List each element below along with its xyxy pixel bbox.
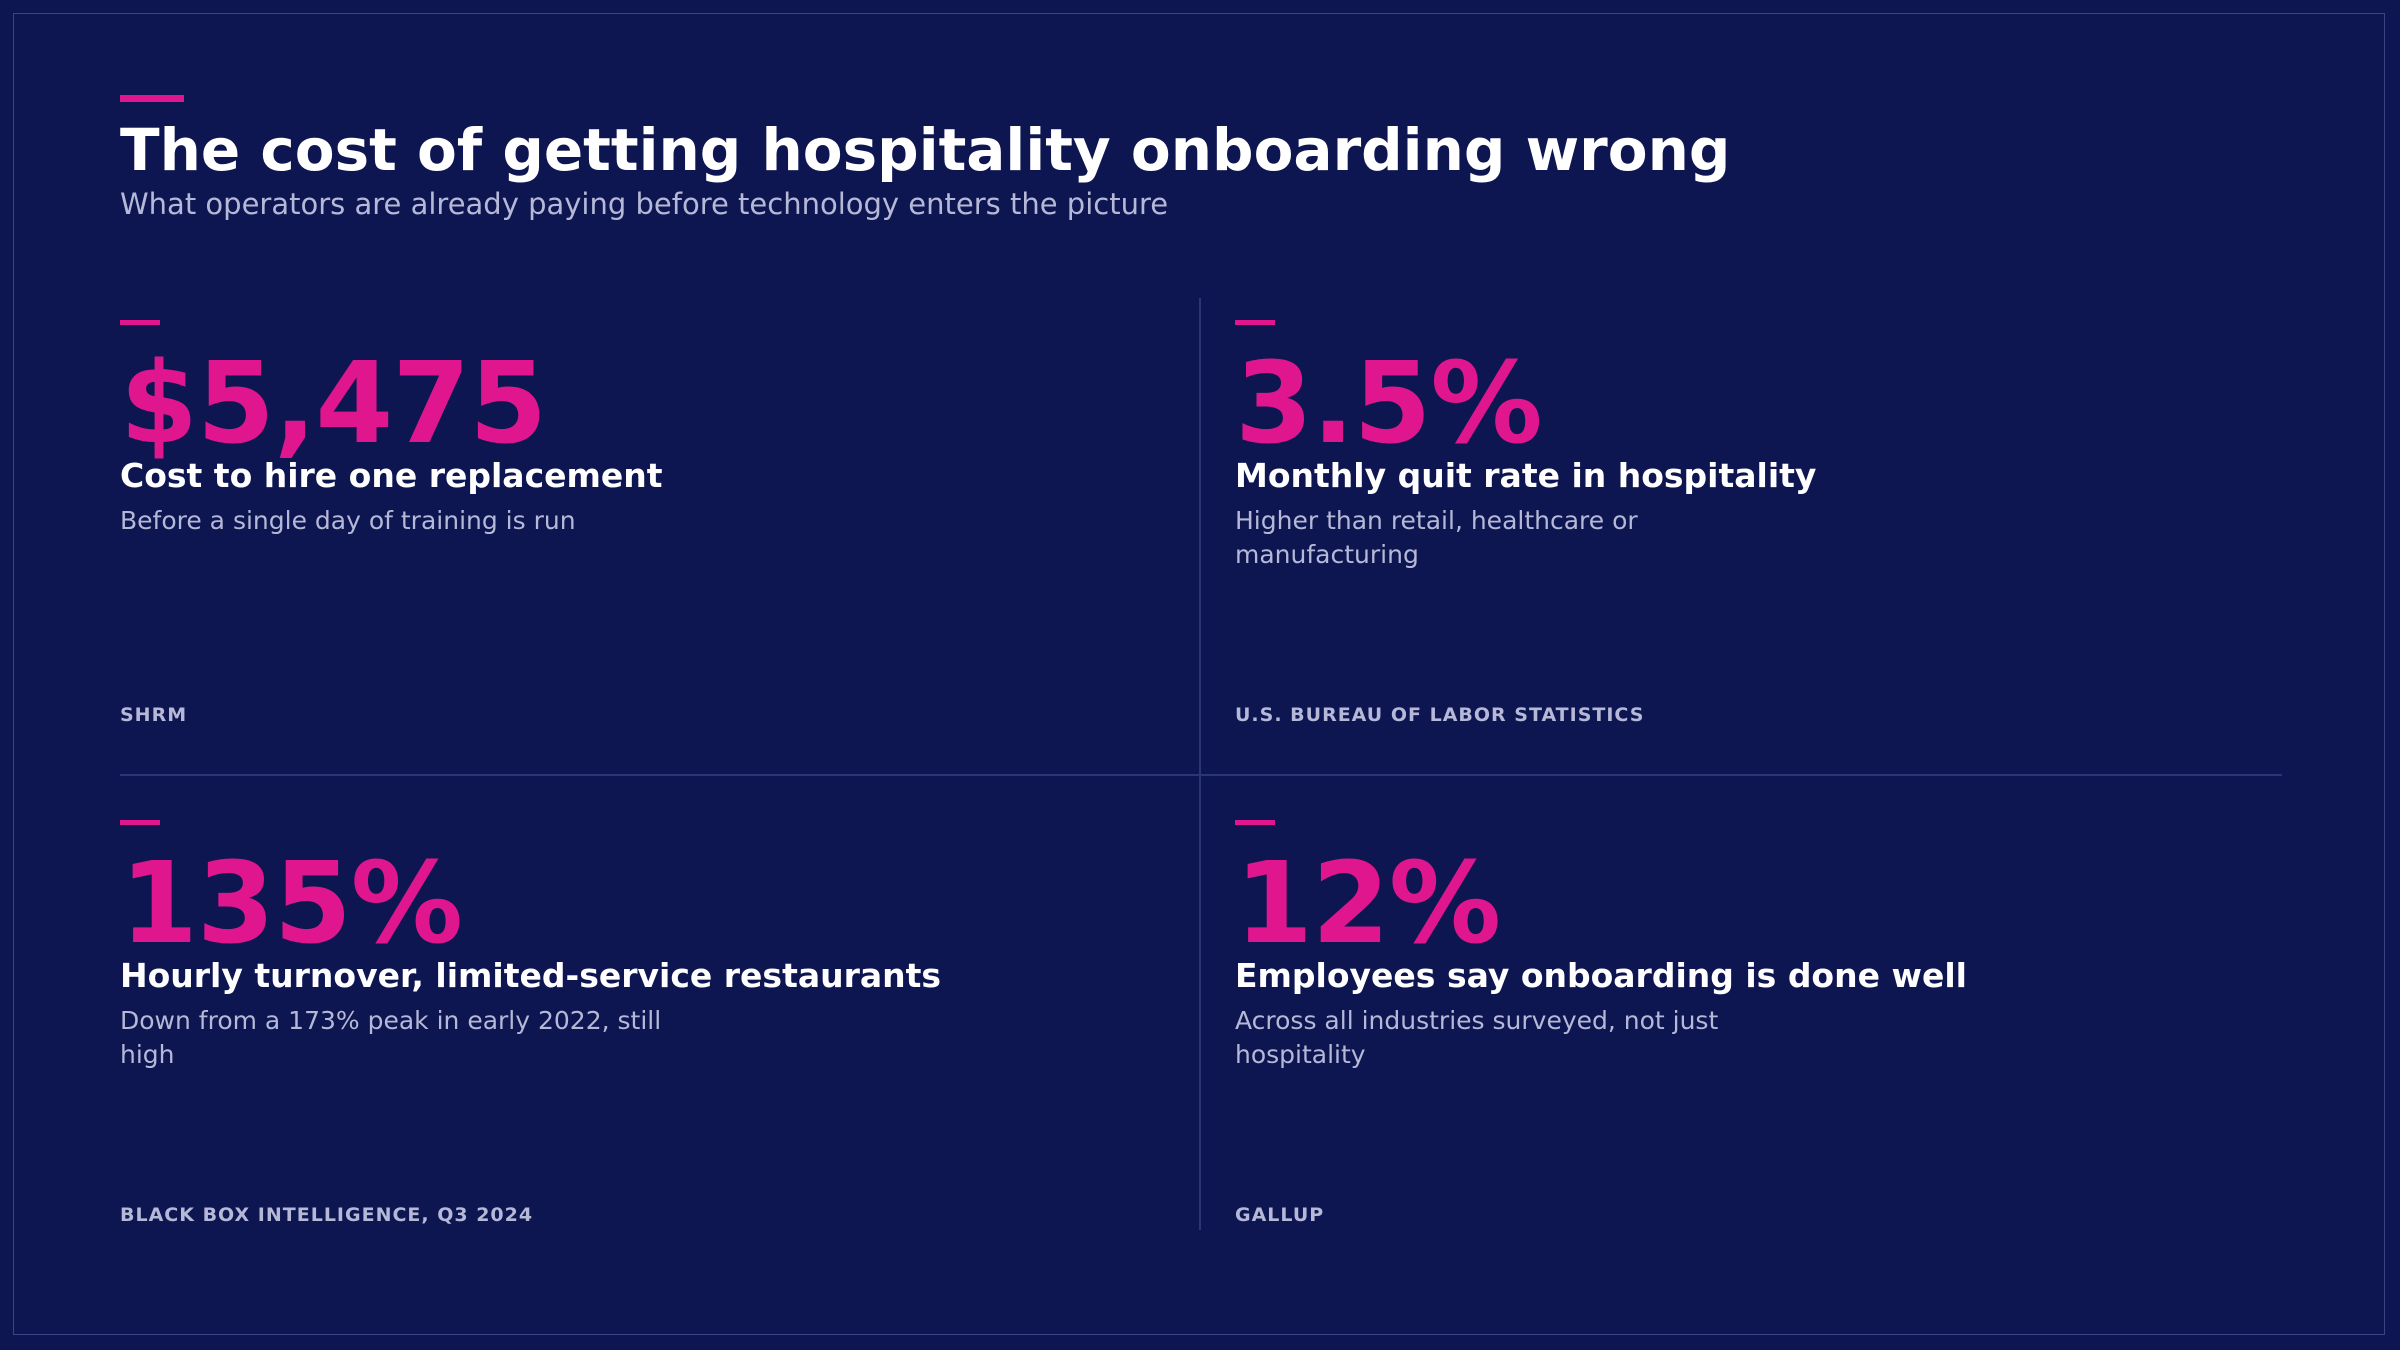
slide-frame xyxy=(13,13,2385,1335)
stat-value: 12% xyxy=(1235,839,1501,969)
horizontal-divider xyxy=(120,774,2282,776)
card-accent-bar xyxy=(120,320,160,325)
stat-value: 135% xyxy=(120,839,463,969)
stat-source: U.S. BUREAU OF LABOR STATISTICS xyxy=(1235,704,1645,726)
stat-description: Across all industries surveyed, not just… xyxy=(1235,1006,1719,1069)
title-accent-bar xyxy=(120,95,184,102)
stat-value: 3.5% xyxy=(1235,339,1543,469)
card-accent-bar xyxy=(1235,320,1275,325)
slide-subtitle: What operators are already paying before… xyxy=(120,187,1169,221)
stat-card-onboarding-done-well: 12% Employees say onboarding is done wel… xyxy=(1235,820,2235,1250)
stat-card-hourly-turnover: 135% Hourly turnover, limited-service re… xyxy=(120,820,1120,1250)
stat-card-quit-rate: 3.5% Monthly quit rate in hospitality Hi… xyxy=(1235,320,2235,750)
slide-title: The cost of getting hospitality onboardi… xyxy=(120,116,1731,184)
stat-description: Down from a 173% peak in early 2022, sti… xyxy=(120,1006,662,1069)
stat-card-replacement-cost: $5,475 Cost to hire one replacement Befo… xyxy=(120,320,1120,750)
stat-source: BLACK BOX INTELLIGENCE, Q3 2024 xyxy=(120,1204,534,1226)
stat-label: Employees say onboarding is done well xyxy=(1235,956,1967,995)
vertical-divider xyxy=(1199,298,1201,1230)
stat-label: Monthly quit rate in hospitality xyxy=(1235,456,1817,495)
stat-source: SHRM xyxy=(120,704,188,726)
stat-source: GALLUP xyxy=(1235,1204,1325,1226)
card-accent-bar xyxy=(120,820,160,825)
stat-description: Before a single day of training is run xyxy=(120,506,576,535)
stat-description: Higher than retail, healthcare or manufa… xyxy=(1235,506,1638,569)
stat-value: $5,475 xyxy=(120,339,547,469)
stat-label: Hourly turnover, limited-service restaur… xyxy=(120,956,942,995)
stat-label: Cost to hire one replacement xyxy=(120,456,663,495)
card-accent-bar xyxy=(1235,820,1275,825)
